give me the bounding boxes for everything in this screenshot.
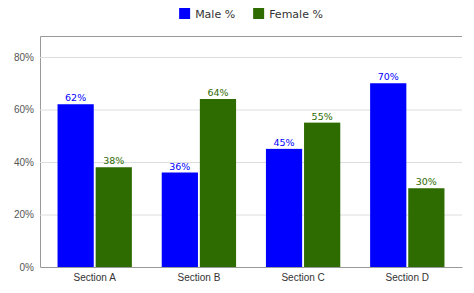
- bars: [58, 83, 445, 267]
- plot: 0%20%40%60%80%Section ASection BSection …: [14, 37, 463, 284]
- legend-label: Female %: [269, 8, 323, 21]
- bar: [96, 167, 132, 267]
- bar: [200, 99, 236, 267]
- chart: 0%20%40%60%80%Section ASection BSection …: [0, 0, 474, 293]
- grid-line: [40, 267, 462, 268]
- data-label: 55%: [312, 111, 333, 122]
- data-label: 36%: [169, 161, 190, 172]
- grid-line: [40, 57, 462, 58]
- x-tick: Section C: [281, 272, 324, 283]
- bar: [408, 188, 444, 267]
- data-label: 30%: [416, 176, 437, 187]
- data-label: 38%: [103, 155, 124, 166]
- y-axis: 0% 20% 40% 60% 80%: [14, 37, 462, 273]
- bars-inner: [58, 83, 445, 267]
- y-tick-label: 60%: [14, 104, 34, 115]
- bar: [266, 149, 302, 267]
- bar: [304, 123, 340, 267]
- y-tick-label: 20%: [14, 209, 34, 220]
- legend-item: Female %: [253, 8, 323, 21]
- legend-swatch: [179, 8, 190, 19]
- y-tick-label: 80%: [14, 52, 34, 63]
- x-tick-label: Section C: [281, 272, 324, 283]
- legend-swatch: [253, 8, 264, 19]
- x-tick: Section D: [386, 272, 429, 283]
- y-tick: 80%: [14, 52, 462, 63]
- data-label: 70%: [378, 71, 399, 82]
- legend: Male % Female %: [179, 8, 323, 21]
- bar: [162, 173, 198, 268]
- data-label: 64%: [207, 87, 228, 98]
- y-tick-label: 40%: [14, 157, 34, 168]
- x-axis: Section A Section B Section C Section D: [41, 268, 463, 284]
- y-axis-line: [41, 37, 463, 268]
- bar: [58, 104, 94, 267]
- legend-label: Male %: [195, 8, 235, 21]
- y-tick-label: 0%: [20, 262, 35, 273]
- x-tick: Section B: [177, 272, 220, 283]
- data-label: 45%: [273, 137, 294, 148]
- x-tick-label: Section D: [386, 272, 429, 283]
- x-tick-label: Section A: [74, 272, 117, 283]
- x-tick: Section A: [74, 272, 117, 283]
- x-axis-line: [41, 267, 463, 268]
- data-label: 62%: [65, 92, 86, 103]
- legend-item: Male %: [179, 8, 235, 21]
- x-tick-label: Section B: [177, 272, 220, 283]
- bar: [370, 83, 406, 267]
